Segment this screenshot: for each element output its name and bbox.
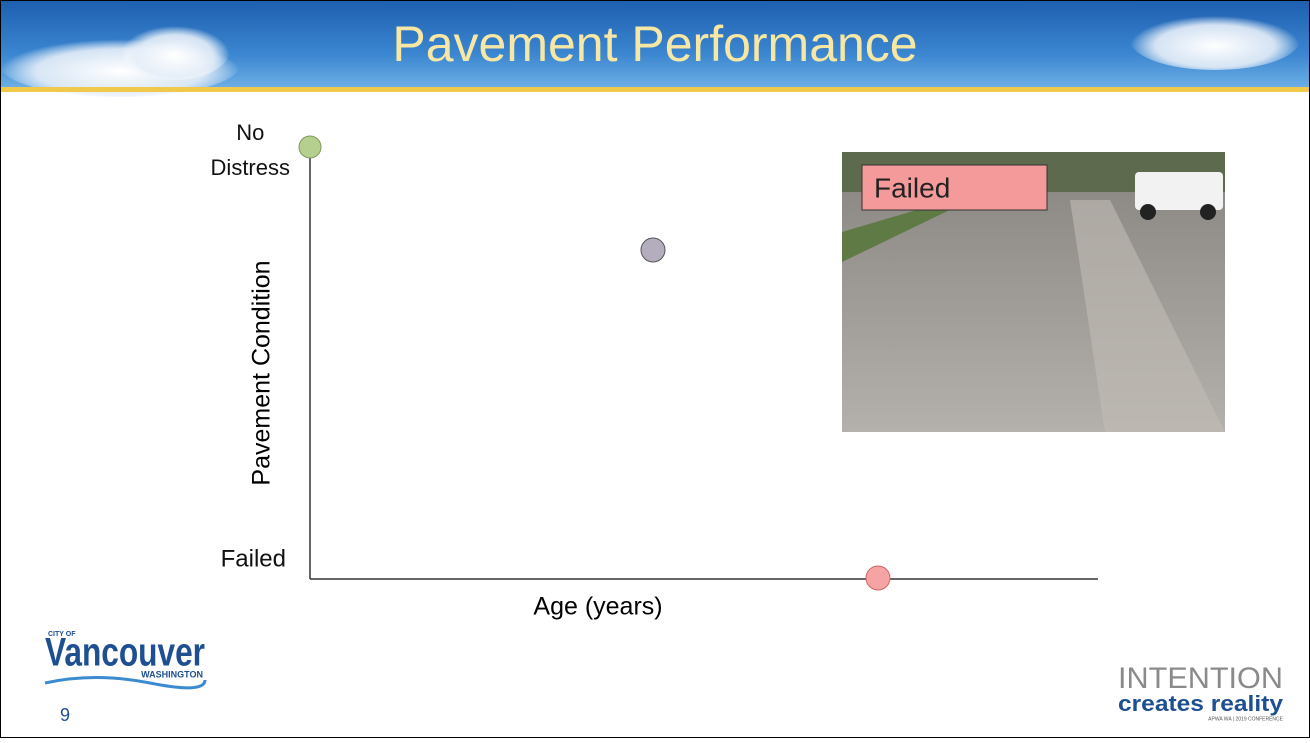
brand-line1: INTENTION	[1118, 662, 1283, 695]
y-axis-title: Pavement Condition	[248, 260, 276, 485]
photo-truck	[1135, 172, 1223, 210]
slide-title: Pavement Performance	[392, 16, 917, 72]
logo-sub: WASHINGTON	[141, 669, 203, 679]
logo-wave	[44, 676, 207, 690]
brand-line3: APWA WA | 2019 CONFERENCE	[1208, 716, 1284, 722]
stage-dot	[298, 135, 322, 159]
stage-dot	[640, 237, 666, 263]
x-axis-title: Age (years)	[533, 593, 662, 621]
cloud	[1130, 10, 1300, 70]
photo-patch	[1070, 200, 1225, 432]
logo-small: CITY OF	[48, 631, 76, 638]
header-rule	[1, 87, 1309, 92]
stage-dot	[865, 565, 891, 591]
photo-wheel	[1140, 204, 1156, 220]
photo-grass	[842, 200, 960, 262]
photo-label-box	[861, 164, 1048, 211]
logo-name: Vancouver	[45, 631, 205, 675]
brand-line2: creates reality	[1118, 691, 1284, 716]
y-bottom-label: Failed	[221, 545, 286, 572]
y-top-label: Distress	[211, 155, 290, 180]
slide-number: 9	[60, 705, 70, 725]
cloud	[120, 20, 230, 80]
y-top-label: No	[236, 120, 264, 145]
photo-label: Failed	[874, 172, 950, 203]
photo-wheel	[1200, 204, 1216, 220]
